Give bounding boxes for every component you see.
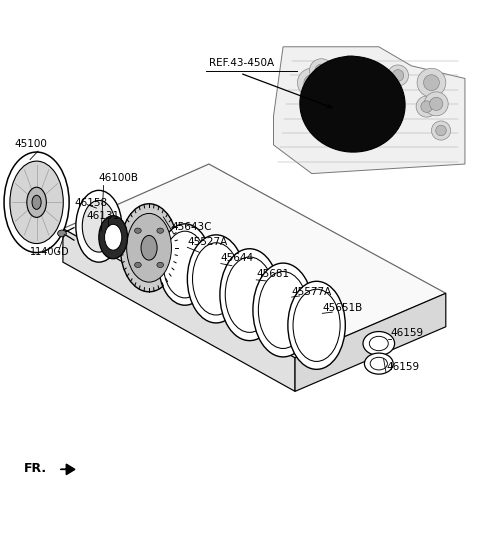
Text: REF.43-450A: REF.43-450A bbox=[209, 58, 274, 68]
Ellipse shape bbox=[344, 60, 356, 72]
Ellipse shape bbox=[421, 101, 432, 112]
Polygon shape bbox=[274, 47, 465, 174]
Text: 45644: 45644 bbox=[221, 253, 254, 263]
Text: 45643C: 45643C bbox=[171, 222, 212, 232]
Ellipse shape bbox=[432, 121, 451, 140]
Text: 45651B: 45651B bbox=[323, 303, 362, 313]
Ellipse shape bbox=[339, 55, 360, 76]
Ellipse shape bbox=[157, 262, 164, 268]
Ellipse shape bbox=[127, 213, 171, 282]
Ellipse shape bbox=[134, 228, 141, 233]
Polygon shape bbox=[295, 293, 446, 392]
Ellipse shape bbox=[99, 216, 128, 259]
Text: 45681: 45681 bbox=[256, 269, 289, 279]
Text: 46159: 46159 bbox=[386, 362, 419, 372]
Text: FR.: FR. bbox=[24, 462, 47, 475]
Text: 45100: 45100 bbox=[14, 139, 47, 149]
Ellipse shape bbox=[310, 59, 333, 82]
Ellipse shape bbox=[364, 353, 393, 374]
Ellipse shape bbox=[357, 95, 381, 118]
Text: 45577A: 45577A bbox=[292, 286, 332, 297]
Ellipse shape bbox=[304, 75, 320, 91]
Ellipse shape bbox=[225, 257, 274, 332]
Polygon shape bbox=[63, 164, 446, 358]
Ellipse shape bbox=[82, 200, 115, 252]
Ellipse shape bbox=[392, 70, 404, 81]
Text: 46100B: 46100B bbox=[99, 173, 139, 183]
Ellipse shape bbox=[157, 228, 164, 233]
Ellipse shape bbox=[370, 357, 387, 370]
Ellipse shape bbox=[363, 332, 395, 356]
Ellipse shape bbox=[120, 204, 178, 292]
Ellipse shape bbox=[424, 92, 448, 116]
Ellipse shape bbox=[192, 243, 240, 315]
Ellipse shape bbox=[10, 161, 63, 243]
Text: 46158: 46158 bbox=[75, 197, 108, 208]
Ellipse shape bbox=[416, 96, 437, 117]
Ellipse shape bbox=[187, 235, 245, 323]
Ellipse shape bbox=[58, 230, 66, 237]
Ellipse shape bbox=[369, 336, 388, 351]
Ellipse shape bbox=[158, 224, 211, 305]
Polygon shape bbox=[63, 228, 295, 392]
Ellipse shape bbox=[293, 289, 340, 362]
Ellipse shape bbox=[105, 225, 122, 250]
Ellipse shape bbox=[300, 56, 405, 152]
Ellipse shape bbox=[298, 69, 326, 97]
Ellipse shape bbox=[141, 236, 157, 260]
Ellipse shape bbox=[258, 272, 308, 348]
Text: 45527A: 45527A bbox=[187, 237, 228, 247]
Ellipse shape bbox=[253, 263, 313, 357]
FancyArrow shape bbox=[60, 464, 75, 474]
Text: 1140GD: 1140GD bbox=[30, 247, 70, 257]
Ellipse shape bbox=[76, 190, 122, 262]
Ellipse shape bbox=[315, 64, 328, 77]
Ellipse shape bbox=[417, 69, 446, 97]
Ellipse shape bbox=[288, 281, 345, 369]
Ellipse shape bbox=[436, 126, 446, 136]
Ellipse shape bbox=[430, 97, 443, 111]
Ellipse shape bbox=[163, 231, 206, 298]
Ellipse shape bbox=[32, 195, 41, 210]
Ellipse shape bbox=[134, 262, 141, 268]
Ellipse shape bbox=[363, 100, 376, 113]
Text: 46159: 46159 bbox=[391, 328, 424, 338]
Ellipse shape bbox=[27, 187, 47, 217]
Ellipse shape bbox=[220, 249, 279, 341]
Ellipse shape bbox=[423, 75, 439, 91]
Ellipse shape bbox=[387, 65, 408, 86]
Ellipse shape bbox=[4, 152, 69, 253]
Text: 46131: 46131 bbox=[87, 211, 120, 221]
